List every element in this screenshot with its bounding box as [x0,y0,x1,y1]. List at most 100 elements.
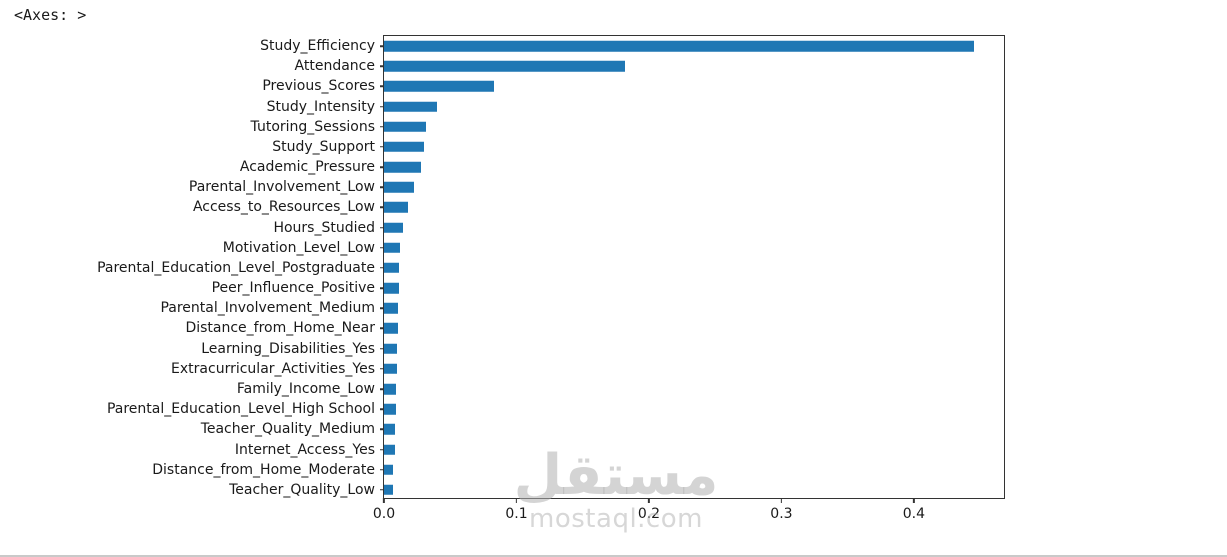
x-tick-label: 0.4 [902,505,926,522]
bar [384,242,400,254]
x-tick: 0.3 [770,498,793,522]
y-tick-mark [379,85,384,88]
y-tick-label: Teacher_Quality_Low [229,481,375,498]
bar [384,40,974,52]
y-tick-mark [379,166,384,168]
bar-row: Teacher_Quality_Medium [201,419,1004,439]
x-tick-label: 0.2 [637,505,661,522]
bar [384,303,398,314]
bar-row: Family_Income_Low [237,379,1004,399]
bar-row: Tutoring_Sessions [251,117,1004,137]
y-tick-mark [379,287,384,289]
bar [384,484,394,496]
y-tick-label: Previous_Scores [262,78,375,95]
bar [384,121,427,133]
x-tick: 0.1 [505,498,528,522]
bar [384,383,396,395]
bar-row: Teacher_Quality_Low [229,480,1004,500]
x-tick-mark [780,498,783,503]
x-tick-mark [648,498,650,503]
x-tick-label: 0.3 [770,505,793,522]
y-tick-mark [379,468,384,471]
y-tick-label: Tutoring_Sessions [250,118,375,135]
plot-area: Study_Efficiency Attendance Previous_Score… [97,35,1005,522]
bar [384,202,408,213]
x-tick-label: 0.1 [505,505,528,522]
y-tick-label: Attendance [294,58,375,75]
y-tick-mark [379,226,384,229]
bar-row: Extracurricular_Activities_Yes [171,359,1004,379]
bar-row: Learning_Disabilities_Yes [201,339,1004,359]
y-tick-mark [379,126,384,128]
y-tick-mark [379,307,384,310]
y-tick-mark [379,186,384,189]
bar-row: Distance_from_Home_Near [185,318,1004,338]
x-tick-label: 0.0 [372,505,396,522]
bar-row: Parental_Education_Level_High School [107,399,1004,419]
bar [384,141,424,153]
bar-row: Parental_Education_Level_Postgraduate [97,258,1004,278]
bar [384,444,395,455]
y-tick-mark [379,146,384,148]
y-tick-mark [379,408,384,410]
y-tick-label: Family_Income_Low [236,381,375,397]
y-tick-label: Study_Support [272,138,375,155]
x-tick: 0.0 [373,498,395,522]
bar-row: Distance_from_Home_Moderate [152,460,1004,480]
bar-row: Internet_Access_Yes [235,439,1004,459]
bar-row: Peer_Influence_Positive [212,278,1004,298]
bar [384,262,400,274]
y-tick-mark [379,206,384,209]
bar [384,282,399,294]
y-tick-mark [379,267,384,269]
y-tick-mark [379,45,384,47]
y-tick-mark [379,347,384,350]
y-tick-mark [379,105,384,108]
x-tick-mark [383,498,385,503]
bar [384,363,397,375]
bar-row: Hours_Studied [273,218,1004,238]
bar-row: Previous_Scores [262,76,1004,96]
bar-row: Parental_Involvement_Low [189,177,1004,197]
y-tick-label: Teacher_Quality_Medium [200,421,375,438]
y-tick-mark [379,448,384,451]
y-tick-label: Parental_Education_Level_Postgraduate [97,259,375,276]
bar-row: Parental_Involvement_Medium [160,298,1004,318]
y-tick-label: Access_to_Resources_Low [192,199,375,216]
bar [384,343,398,354]
y-tick-label: Extracurricular_Activities_Yes [171,360,375,377]
x-tick: 0.2 [638,498,660,522]
bar [384,161,422,173]
bar [384,61,626,72]
bar-row: Academic_Pressure [240,157,1004,177]
y-tick-mark [379,327,384,330]
bar-row: Study_Efficiency [260,36,1004,56]
x-tick: 0.4 [903,498,925,522]
y-tick-label: Distance_from_Home_Near [185,320,375,337]
y-tick-label: Study_Efficiency [260,38,375,55]
y-tick-label: Motivation_Level_Low [222,239,375,256]
y-tick-label: Parental_Involvement_Medium [160,300,375,317]
bar [384,81,494,92]
bar-row: Motivation_Level_Low [223,238,1004,258]
bar-row: Attendance [295,56,1004,76]
bar [384,222,403,233]
x-tick-mark [515,498,518,503]
y-tick-label: Distance_from_Home_Moderate [152,461,375,478]
bar [384,323,398,334]
y-tick-label: Peer_Influence_Positive [211,280,375,297]
y-tick-label: Study_Intensity [266,98,375,115]
y-tick-label: Learning_Disabilities_Yes [201,340,375,357]
bar [384,101,437,112]
bar-row: Access_to_Resources_Low [193,197,1004,217]
y-tick-mark [379,247,384,249]
bar [384,182,415,193]
y-tick-mark [379,368,384,370]
bar [384,403,396,415]
bar [384,464,394,475]
y-tick-label: Parental_Involvement_Low [188,179,375,196]
y-tick-mark [379,489,384,491]
bar-row: Study_Intensity [267,97,1004,117]
